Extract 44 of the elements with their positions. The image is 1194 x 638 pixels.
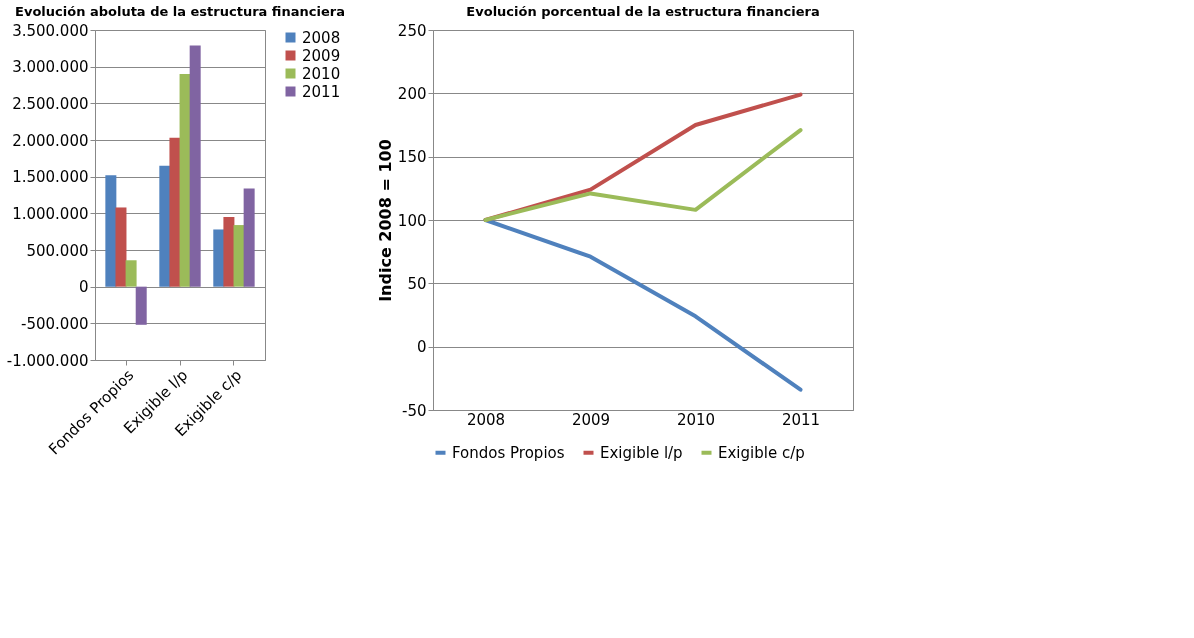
legend-label: Exigible l/p	[600, 443, 683, 462]
y-tick-label: 2.500.000	[12, 94, 89, 113]
y-tick-label: 500.000	[26, 241, 89, 260]
y-tick-label: 50	[407, 274, 427, 293]
y-tick-label: 3.500.000	[12, 21, 89, 40]
bar	[159, 165, 171, 287]
bar	[243, 188, 255, 287]
legend-label: Fondos Propios	[452, 443, 565, 462]
bar	[179, 74, 191, 287]
y-tick-label: 0	[78, 278, 89, 297]
y-tick-label: 100	[397, 211, 427, 230]
line-series	[483, 128, 803, 222]
chart-title: Evolución porcentual de la estructura financiera	[466, 4, 820, 19]
legend-label: Exigible c/p	[718, 443, 805, 462]
y-tick-label: 1.500.000	[12, 168, 89, 187]
x-tick-label: 2009	[571, 410, 611, 429]
bar	[105, 175, 117, 287]
x-tick-label: 2010	[676, 410, 716, 429]
y-tick-label: 150	[397, 148, 427, 167]
bar	[115, 207, 127, 287]
y-tick-label: 200	[397, 84, 427, 103]
y-tick-label: -500.000	[21, 314, 89, 333]
y-tick-label: 0	[416, 338, 427, 357]
x-tick-label: 2011	[781, 410, 821, 429]
y-axis-title: Indice 2008 = 100	[375, 139, 395, 302]
bar	[125, 260, 137, 287]
legend-label: 2010	[302, 64, 341, 83]
bar	[169, 137, 181, 287]
y-tick-label: 3.000.000	[12, 58, 89, 77]
bar	[223, 217, 235, 287]
y-tick-label: -1.000.000	[6, 351, 89, 370]
x-tick-label: 2008	[466, 410, 506, 429]
legend-label: 2011	[302, 82, 341, 101]
y-tick-label: 1.000.000	[12, 204, 89, 223]
bar	[233, 225, 245, 287]
bar	[189, 45, 201, 287]
bar	[135, 286, 147, 325]
y-tick-label: 2.000.000	[12, 131, 89, 150]
legend-label: 2009	[302, 46, 341, 65]
legend-label: 2008	[302, 28, 341, 47]
y-tick-label: -50	[402, 401, 427, 420]
y-tick-label: 250	[397, 21, 427, 40]
chart-title: Evolución aboluta de la estructura financiera	[15, 4, 345, 19]
bar	[213, 229, 225, 287]
